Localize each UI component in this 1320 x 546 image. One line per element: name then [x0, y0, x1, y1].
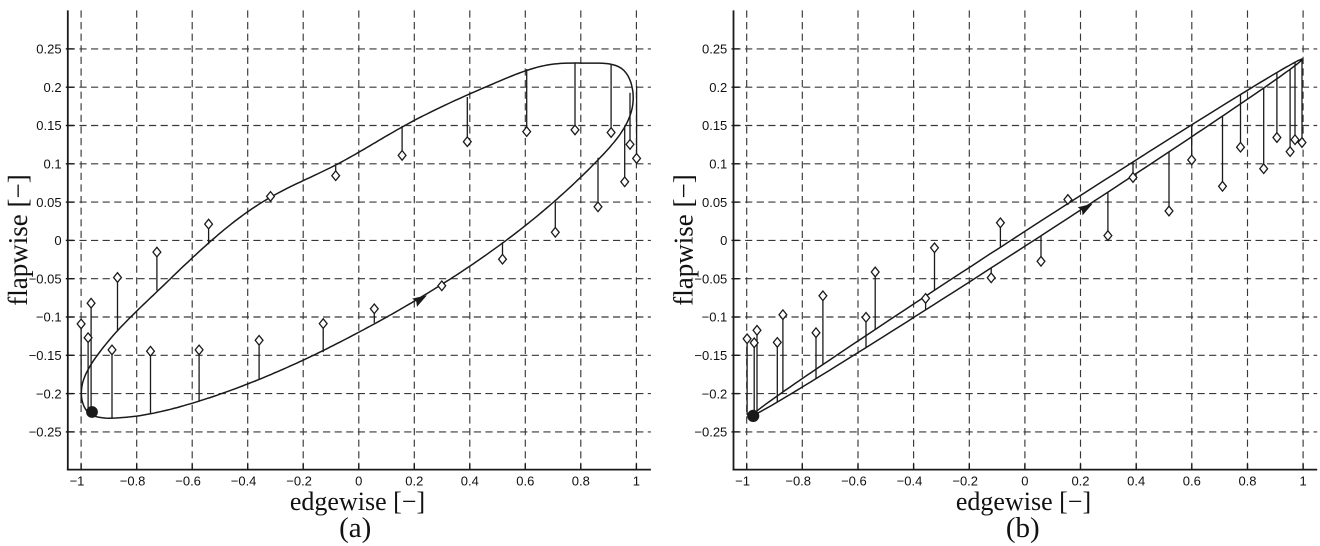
- svg-text:0: 0: [720, 233, 727, 248]
- svg-text:(b): (b): [1006, 512, 1040, 544]
- svg-text:−1: −1: [735, 474, 750, 489]
- svg-text:−0.25: −0.25: [694, 425, 727, 440]
- svg-text:−0.4: −0.4: [231, 474, 257, 489]
- svg-text:−0.25: −0.25: [29, 425, 62, 440]
- svg-text:−0.05: −0.05: [694, 271, 727, 286]
- svg-text:−0.2: −0.2: [286, 474, 312, 489]
- svg-text:0.4: 0.4: [1127, 474, 1145, 489]
- svg-text:flapwise [−]: flapwise [−]: [669, 174, 699, 305]
- svg-text:−0.6: −0.6: [175, 474, 201, 489]
- svg-text:0.15: 0.15: [702, 118, 727, 133]
- svg-text:0.8: 0.8: [1238, 474, 1256, 489]
- svg-text:0.6: 0.6: [1183, 474, 1201, 489]
- svg-text:0: 0: [1021, 474, 1028, 489]
- svg-text:(a): (a): [339, 512, 371, 544]
- svg-text:0.2: 0.2: [405, 474, 423, 489]
- svg-text:−0.15: −0.15: [29, 348, 62, 363]
- svg-text:0.1: 0.1: [44, 157, 62, 172]
- svg-text:−0.1: −0.1: [36, 310, 62, 325]
- svg-text:−0.8: −0.8: [120, 474, 146, 489]
- svg-text:1: 1: [1299, 474, 1306, 489]
- svg-text:flapwise [−]: flapwise [−]: [3, 174, 33, 305]
- svg-text:0: 0: [355, 474, 362, 489]
- svg-text:0.6: 0.6: [516, 474, 534, 489]
- svg-text:−0.1: −0.1: [702, 310, 728, 325]
- svg-text:0.15: 0.15: [36, 118, 61, 133]
- svg-text:−0.15: −0.15: [694, 348, 727, 363]
- svg-text:−0.6: −0.6: [841, 474, 867, 489]
- svg-text:−0.05: −0.05: [29, 271, 62, 286]
- svg-text:0.25: 0.25: [36, 42, 61, 57]
- svg-text:−0.4: −0.4: [897, 474, 923, 489]
- svg-text:0.8: 0.8: [572, 474, 590, 489]
- svg-text:0: 0: [54, 233, 61, 248]
- svg-text:edgewise [−]: edgewise [−]: [956, 487, 1091, 516]
- svg-text:0.2: 0.2: [1071, 474, 1089, 489]
- svg-text:0.25: 0.25: [702, 42, 727, 57]
- svg-text:0.4: 0.4: [461, 474, 479, 489]
- svg-text:0.2: 0.2: [709, 80, 727, 95]
- svg-text:−0.8: −0.8: [785, 474, 811, 489]
- svg-text:−0.2: −0.2: [702, 386, 728, 401]
- svg-text:−1: −1: [70, 474, 85, 489]
- svg-text:0.05: 0.05: [702, 195, 727, 210]
- svg-text:1: 1: [633, 474, 640, 489]
- svg-text:0.05: 0.05: [36, 195, 61, 210]
- svg-text:edgewise [−]: edgewise [−]: [290, 487, 425, 516]
- svg-text:0.1: 0.1: [709, 157, 727, 172]
- svg-text:−0.2: −0.2: [36, 386, 62, 401]
- svg-text:0.2: 0.2: [44, 80, 62, 95]
- svg-text:−0.2: −0.2: [952, 474, 978, 489]
